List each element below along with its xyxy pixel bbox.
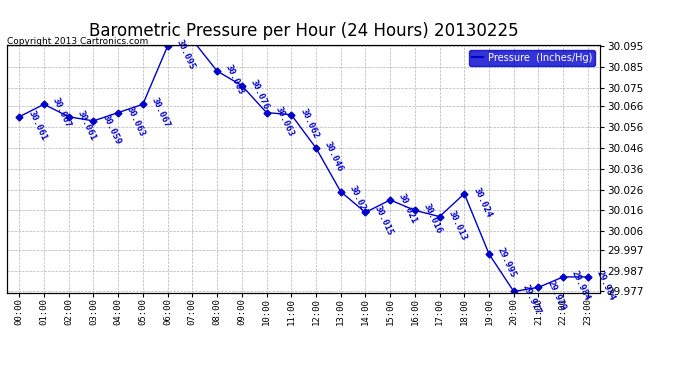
Text: 30.025: 30.025 [348,184,369,217]
Text: 29.984: 29.984 [595,269,617,302]
Text: 30.024: 30.024 [471,186,493,219]
Text: 30.076: 30.076 [248,78,270,111]
Text: 30.059: 30.059 [100,113,122,146]
Text: 30.016: 30.016 [422,202,444,236]
Text: 30.095: 30.095 [175,38,197,71]
Text: 29.984: 29.984 [570,269,592,302]
Text: 30.063: 30.063 [125,105,147,138]
Text: Barometric Pressure per Hour (24 Hours) 20130225: Barometric Pressure per Hour (24 Hours) … [89,22,518,40]
Text: 30.067: 30.067 [150,96,172,129]
Text: 30.067: 30.067 [51,96,72,129]
Text: 30.021: 30.021 [397,192,419,225]
Text: 30.063: 30.063 [273,105,295,138]
Text: 29.977: 29.977 [521,284,542,316]
Text: 30.061: 30.061 [26,109,48,142]
Text: 29.979: 29.979 [545,279,567,312]
Text: Copyright 2013 Cartronics.com: Copyright 2013 Cartronics.com [7,38,148,46]
Text: 30.098: 30.098 [0,374,1,375]
Text: 30.083: 30.083 [224,63,246,96]
Text: 30.046: 30.046 [323,140,345,173]
Text: 30.013: 30.013 [446,209,469,242]
Text: 29.995: 29.995 [496,246,518,279]
Text: 30.062: 30.062 [298,107,320,140]
Legend: Pressure  (Inches/Hg): Pressure (Inches/Hg) [469,50,595,66]
Text: 30.061: 30.061 [76,109,97,142]
Text: 30.015: 30.015 [373,204,394,237]
